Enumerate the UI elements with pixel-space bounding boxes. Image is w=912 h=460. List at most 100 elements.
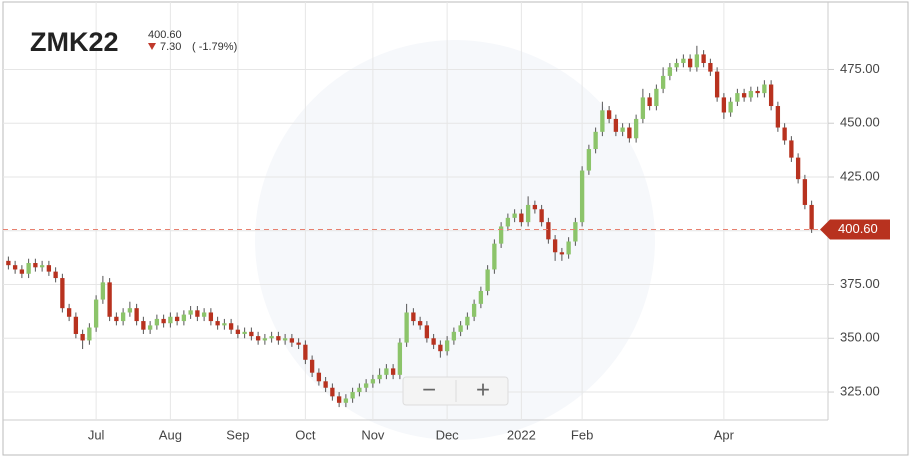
candle-body [465, 316, 470, 326]
candle-body [681, 58, 686, 64]
candle-body [667, 67, 673, 76]
candle-body [60, 278, 65, 309]
candle-body [249, 331, 254, 337]
y-tick-label: 450.00 [840, 115, 880, 130]
candle-body [19, 269, 25, 274]
candle-body [289, 338, 295, 343]
x-tick-label: Oct [295, 427, 316, 442]
candle-body [141, 321, 146, 330]
candle-body [768, 84, 774, 107]
candle-body [795, 157, 801, 180]
plot [3, 2, 828, 420]
zoom-in[interactable]: + [476, 376, 490, 403]
candle-body [566, 241, 571, 255]
candle-body [397, 342, 403, 375]
last-price-label: 400.60 [838, 221, 878, 236]
candle-body [215, 321, 220, 326]
x-tick-label: Aug [159, 427, 182, 442]
candle-body [296, 342, 301, 345]
candle-body [12, 265, 18, 270]
candle-body [498, 226, 504, 244]
candle-body [802, 179, 808, 205]
candle-body [323, 381, 328, 388]
candle-body [471, 303, 477, 317]
candle-body [127, 308, 133, 313]
symbol: ZMK22 [30, 27, 119, 57]
candle-body [188, 310, 193, 315]
candle-body [242, 331, 247, 334]
candle-body [120, 312, 126, 322]
last-price-tag [820, 219, 890, 240]
last-price: 400.60 [148, 29, 182, 41]
candle-body [613, 118, 619, 132]
x-tick-label: Nov [361, 427, 385, 442]
candle-body [417, 321, 423, 326]
candle-body [593, 131, 598, 150]
candle-body [26, 263, 31, 274]
candle-body [701, 54, 706, 64]
candle-body [694, 54, 700, 68]
candle-body [627, 127, 632, 139]
candle-body [519, 213, 524, 223]
candle-body [195, 310, 200, 317]
candle-body [505, 217, 511, 227]
candle-body [282, 338, 288, 341]
candle-body [46, 265, 52, 272]
candle-body [620, 127, 625, 132]
candle-body [350, 392, 355, 399]
candle-body [53, 271, 58, 279]
candle-body [377, 374, 382, 380]
candle-body [789, 140, 794, 158]
candle-body [73, 316, 79, 334]
candle-body [606, 110, 612, 119]
x-tick-label: Sep [226, 427, 249, 442]
candle-body [303, 344, 308, 360]
candle-body [660, 75, 666, 89]
candle-body [782, 127, 787, 141]
candle-body [451, 331, 457, 341]
y-tick-label: 475.00 [840, 61, 880, 76]
candle-body [147, 325, 153, 330]
candle-body [255, 336, 261, 341]
candle-body [735, 93, 740, 102]
candle-body [559, 252, 565, 255]
candle-body [411, 312, 416, 322]
candle-body [512, 213, 517, 218]
zoom-out[interactable]: − [422, 376, 436, 403]
candle-body [525, 204, 531, 223]
candle-body [309, 359, 315, 373]
candle-body [748, 90, 754, 98]
y-tick-label: 350.00 [840, 330, 880, 345]
candle-body [674, 63, 679, 68]
candle-body [586, 149, 592, 171]
candle-body [721, 97, 727, 113]
candle-body [235, 329, 241, 334]
candle-body [809, 204, 814, 230]
candle-body [708, 63, 713, 72]
zoom-controls: − + [402, 376, 509, 406]
candle-body [492, 243, 497, 270]
candle-body [741, 93, 747, 98]
candle-body [444, 340, 450, 352]
y-tick-label: 425.00 [840, 168, 880, 183]
candle-body [600, 110, 605, 132]
candle-body [181, 314, 187, 322]
candle-body [201, 312, 207, 317]
candle-body [775, 106, 781, 128]
candle-body [33, 263, 38, 268]
candle-body [431, 338, 436, 345]
candle-body [262, 338, 268, 341]
candle-body [336, 396, 342, 403]
candle-body [532, 204, 538, 210]
candle-body [161, 318, 166, 324]
candle-body [39, 265, 45, 268]
candle-body [66, 308, 72, 317]
candle-body [390, 368, 396, 375]
candle-body [208, 312, 214, 322]
x-tick-label: Jul [88, 427, 105, 442]
candle-body [114, 316, 119, 322]
candle-body [93, 299, 99, 328]
watermark [255, 40, 655, 440]
candle-body [424, 325, 430, 339]
